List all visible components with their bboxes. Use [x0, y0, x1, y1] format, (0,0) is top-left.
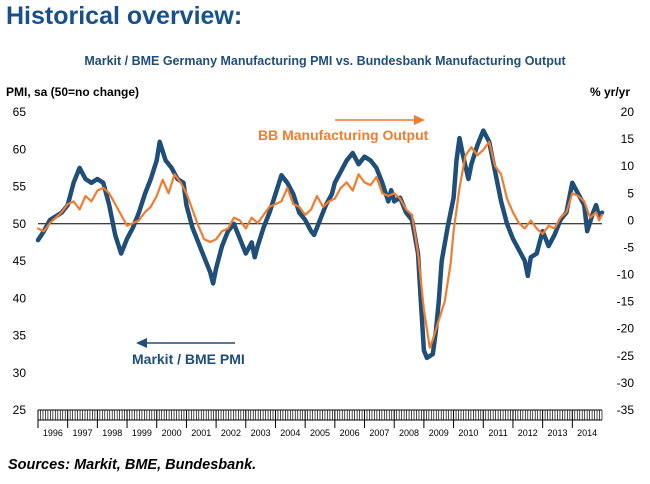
right-arrow-head: [414, 115, 425, 125]
right-tick-label: -25: [617, 349, 635, 363]
left-tick-label: 65: [13, 105, 27, 119]
axes-layer: 25 30 35 40 45 50 55 60 65 -35 -30 -25 -20 -15 -10 -5 0 5…: [13, 105, 635, 438]
pmi-series-line: [35, 128, 605, 361]
year-tick-label: 1997: [73, 428, 93, 438]
annotation-layer: BB Manufacturing Output Markit / BME PMI: [132, 115, 429, 367]
year-tick-label: 1996: [43, 428, 63, 438]
right-tick-label: -35: [617, 403, 635, 417]
left-tick-label: 45: [13, 254, 27, 268]
right-tick-label: 5: [627, 186, 634, 200]
left-tick-label: 55: [13, 180, 27, 194]
left-tick-label: 60: [13, 142, 27, 156]
year-tick-label: 2010: [458, 428, 478, 438]
right-tick-label: -30: [617, 376, 635, 390]
year-tick-label: 2011: [488, 428, 507, 438]
year-tick-label: 2004: [280, 428, 300, 438]
left-tick-label: 35: [13, 329, 27, 343]
year-tick-label: 2002: [221, 428, 241, 438]
right-tick-label: 20: [621, 105, 635, 119]
source-note: Sources: Markit, BME, Bundesbank.: [8, 457, 257, 473]
left-tick-label: 25: [13, 403, 27, 417]
year-tick-label: 2007: [369, 428, 389, 438]
right-axis-label: % yr/yr: [589, 85, 630, 99]
right-tick-label: -15: [617, 295, 635, 309]
series-layer: [35, 128, 605, 361]
page-heading: Historical overview:: [6, 2, 243, 30]
year-tick-label: 1999: [132, 428, 152, 438]
year-tick-label: 2013: [547, 428, 567, 438]
year-tick-label: 2009: [429, 428, 449, 438]
right-tick-label: -20: [617, 322, 635, 336]
year-tick-label: 1998: [102, 428, 122, 438]
output-annotation-label: BB Manufacturing Output: [258, 127, 429, 143]
left-tick-label: 40: [13, 291, 27, 305]
year-tick-label: 2008: [399, 428, 419, 438]
year-tick-label: 2001: [191, 428, 211, 438]
year-tick-label: 2014: [577, 428, 597, 438]
left-tick-label: 50: [13, 217, 27, 231]
left-axis-label: PMI, sa (50=no change): [6, 85, 140, 99]
year-tick-label: 2005: [310, 428, 330, 438]
right-tick-label: 15: [621, 132, 635, 146]
year-tick-label: 2003: [251, 428, 271, 438]
left-arrow-head: [136, 338, 147, 348]
right-tick-label: -10: [617, 268, 635, 282]
year-tick-label: 2006: [340, 428, 360, 438]
chart-title: Markit / BME Germany Manufacturing PMI v…: [84, 54, 566, 68]
right-tick-label: 10: [621, 159, 635, 173]
right-tick-label: -5: [623, 240, 634, 254]
year-tick-label: 2000: [162, 428, 182, 438]
year-tick-label: 2012: [518, 428, 538, 438]
pmi-annotation-label: Markit / BME PMI: [132, 351, 245, 367]
output-series-line: [36, 140, 604, 349]
left-tick-label: 30: [13, 366, 27, 380]
right-tick-label: 0: [627, 213, 634, 227]
